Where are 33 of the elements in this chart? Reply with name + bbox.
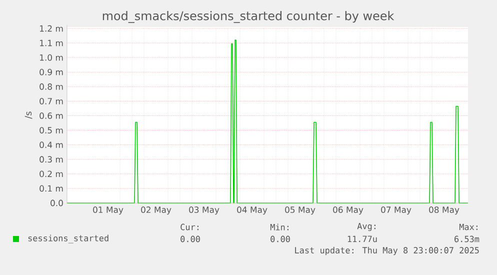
y-tick-label: 0.9 m — [40, 68, 63, 76]
y-tick-label: 0.0 — [50, 200, 63, 206]
text: Cur: — [180, 224, 198, 230]
text: Last update: Thu May 8 23:00:07 2025 — [295, 246, 479, 256]
y-tick-label: 1.2 m — [40, 25, 63, 32]
y-tick-label: 0.3 m — [40, 156, 63, 163]
y-tick-label: 1.1 m — [40, 40, 63, 46]
y-tick-label: 0.2 m — [40, 170, 63, 178]
y-tick-label: 0.5 m — [40, 127, 63, 134]
x-tick-label: 03 May — [189, 206, 220, 215]
y-tick-label: 0.8 m — [40, 83, 63, 90]
y-axis-title: /s — [24, 112, 32, 119]
x-tick-label: 05 May — [285, 206, 316, 215]
text: 0.00 — [180, 236, 200, 242]
x-tick-label: 01 May — [93, 206, 124, 215]
y-tick-label: 0.4 m — [40, 142, 63, 148]
text: Min: — [270, 224, 288, 230]
x-tick-label: 02 May — [141, 206, 172, 215]
text: 11.77u — [348, 236, 377, 242]
text: 6.53m — [454, 236, 480, 242]
x-tick-label: 08 May — [429, 206, 460, 215]
text: Avg: — [357, 223, 376, 231]
x-tick-label: 06 May — [333, 206, 364, 215]
y-tick-label: 1.0 m — [40, 54, 63, 61]
chart-title: mod_smacks/sessions_started counter - by week — [102, 11, 394, 23]
y-tick-label: 0.7 m — [40, 98, 63, 104]
text: 0.00 — [270, 236, 290, 242]
y-tick-label: 0.1 m — [40, 185, 63, 192]
legend-label: sessions_started — [28, 234, 108, 244]
x-tick-label: 04 May — [237, 206, 268, 215]
text: Max: — [459, 224, 478, 230]
x-tick-label: 07 May — [381, 206, 412, 215]
y-tick-label: 0.6 m — [40, 112, 63, 119]
